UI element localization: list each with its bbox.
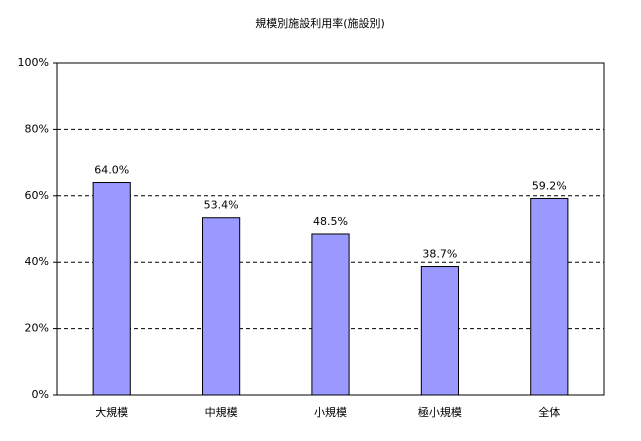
bar [311, 233, 350, 396]
data-label: 38.7% [422, 248, 457, 261]
data-label: 64.0% [94, 164, 129, 177]
x-tick-label: 中規模 [205, 405, 238, 419]
y-tick-label: 60% [25, 189, 49, 202]
y-tick-label: 100% [18, 56, 49, 69]
y-tick-label: 20% [25, 322, 49, 335]
y-tick-label: 0% [32, 388, 49, 401]
x-tick-label: 極小規模 [418, 405, 462, 419]
data-label: 48.5% [313, 215, 348, 228]
bar [92, 182, 131, 396]
y-tick-label: 80% [25, 122, 49, 135]
bar [202, 217, 241, 396]
x-tick-label: 小規模 [314, 405, 347, 419]
plot-border [56, 62, 605, 396]
chart-title: 規模別施設利用率(施設別) [255, 16, 385, 30]
data-label: 59.2% [532, 179, 567, 192]
x-tick-label: 全体 [538, 405, 560, 419]
bar [530, 197, 569, 396]
y-tick-label: 40% [25, 255, 49, 268]
data-label: 53.4% [204, 199, 239, 212]
x-tick-label: 大規模 [95, 405, 128, 419]
bar [420, 266, 459, 396]
